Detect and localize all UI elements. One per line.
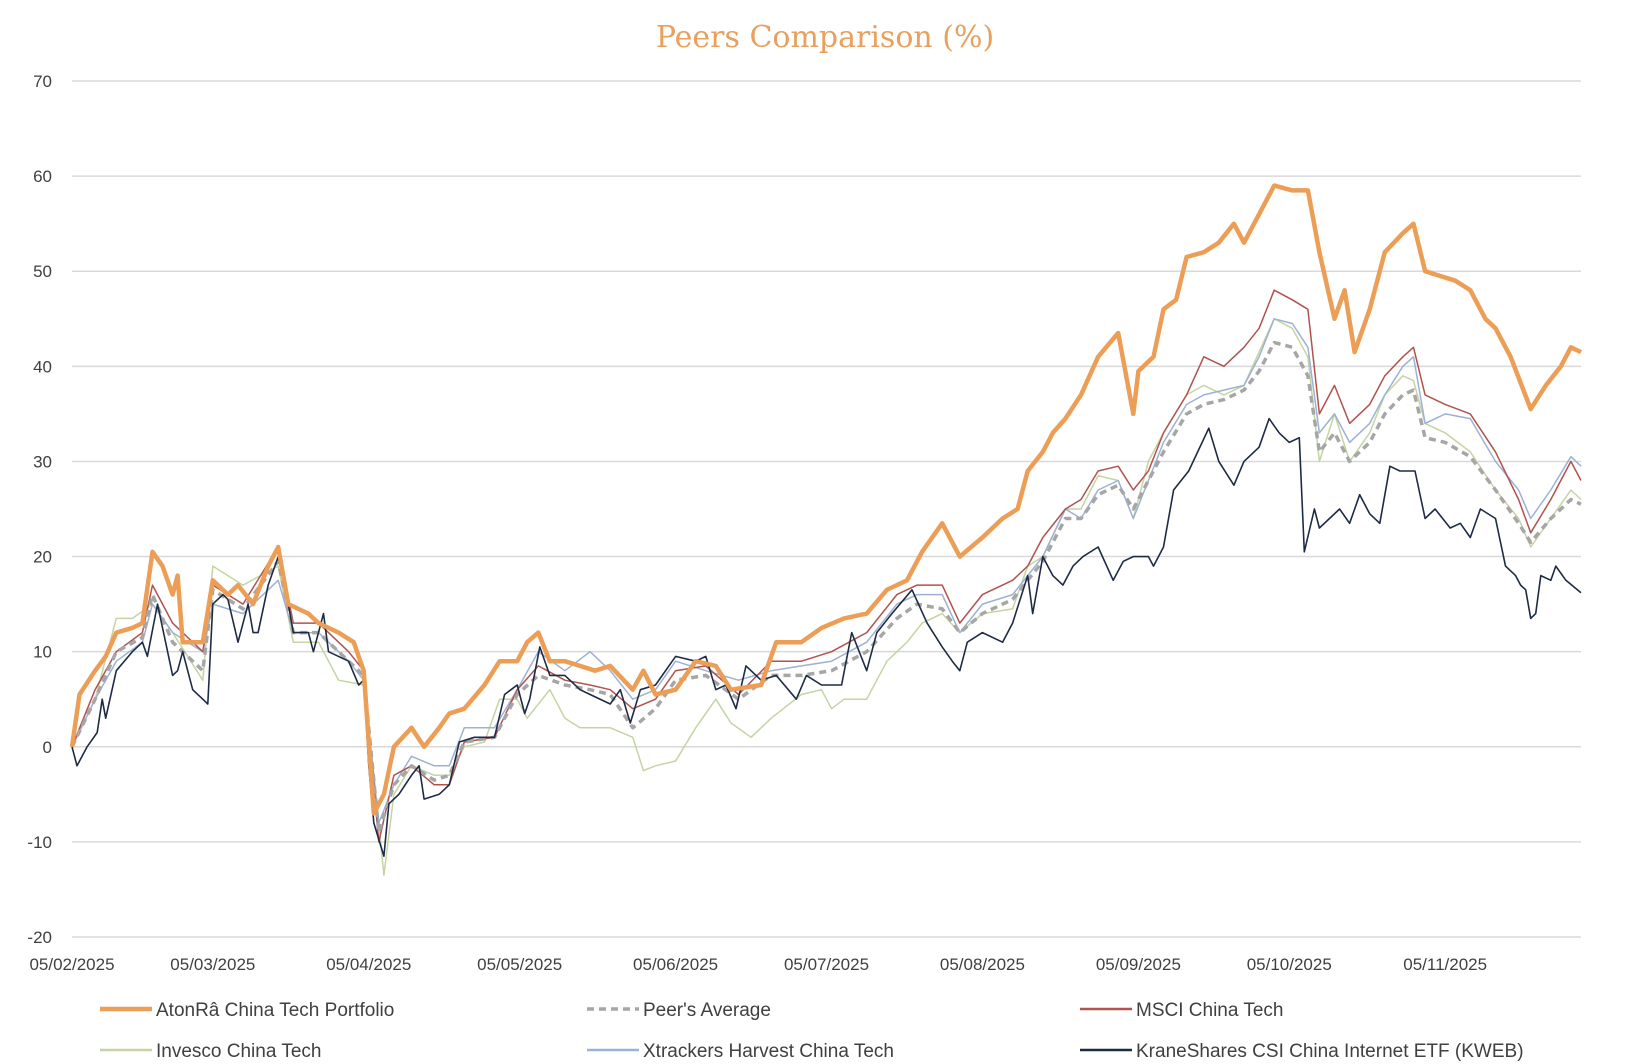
x-tick-label: 05/07/2025 <box>784 955 869 974</box>
series-lines <box>69 183 1582 876</box>
x-tick-label: 05/10/2025 <box>1247 955 1332 974</box>
x-tick-label: 05/02/2025 <box>29 955 114 974</box>
legend-item: Invesco China Tech <box>100 1041 321 1062</box>
x-tick-label: 05/05/2025 <box>477 955 562 974</box>
y-tick-label: 10 <box>33 643 52 662</box>
legend-label: KraneShares CSI China Internet ETF (KWEB… <box>1136 1041 1524 1062</box>
legend-item: KraneShares CSI China Internet ETF (KWEB… <box>1080 1041 1524 1062</box>
y-tick-label: 30 <box>33 452 52 471</box>
legend: AtonRâ China Tech Portfolio Peer's Averag… <box>100 1000 1524 1062</box>
x-tick-label: 05/03/2025 <box>170 955 255 974</box>
legend-label: Invesco China Tech <box>156 1041 321 1062</box>
legend-item: Peer's Average <box>587 1000 771 1021</box>
series-line-2 <box>71 289 1582 843</box>
y-tick-label: 60 <box>33 167 52 186</box>
chart-title: Peers Comparison (%) <box>656 20 994 55</box>
y-tick-label: 0 <box>43 738 52 757</box>
series-line-3 <box>71 318 1582 876</box>
legend-item: AtonRâ China Tech Portfolio <box>100 1000 394 1021</box>
y-tick-label: -10 <box>27 833 52 852</box>
legend-label: Peer's Average <box>643 1000 771 1021</box>
legend-label: MSCI China Tech <box>1136 1000 1284 1021</box>
y-tick-label: 50 <box>33 262 52 281</box>
series-line-1 <box>70 340 1582 835</box>
series-line-0 <box>69 183 1582 816</box>
y-axis-ticks: -20 -10 0 10 20 30 40 50 60 70 <box>27 72 52 947</box>
x-axis-ticks: 05/02/2025 05/03/2025 05/04/2025 05/05/2025… <box>29 955 1487 974</box>
legend-item: MSCI China Tech <box>1080 1000 1284 1021</box>
series-line-5 <box>71 417 1582 857</box>
legend-item: Xtrackers Harvest China Tech <box>587 1041 894 1062</box>
y-tick-label: 20 <box>33 548 52 567</box>
y-tick-label: 70 <box>33 72 52 91</box>
x-tick-label: 05/04/2025 <box>326 955 411 974</box>
y-tick-label: -20 <box>27 928 52 947</box>
legend-label: AtonRâ China Tech Portfolio <box>156 1000 394 1021</box>
y-tick-label: 40 <box>33 357 52 376</box>
x-tick-label: 05/11/2025 <box>1403 955 1487 974</box>
x-tick-label: 05/06/2025 <box>633 955 718 974</box>
x-tick-label: 05/08/2025 <box>940 955 1025 974</box>
x-tick-label: 05/09/2025 <box>1096 955 1181 974</box>
legend-label: Xtrackers Harvest China Tech <box>643 1041 894 1062</box>
